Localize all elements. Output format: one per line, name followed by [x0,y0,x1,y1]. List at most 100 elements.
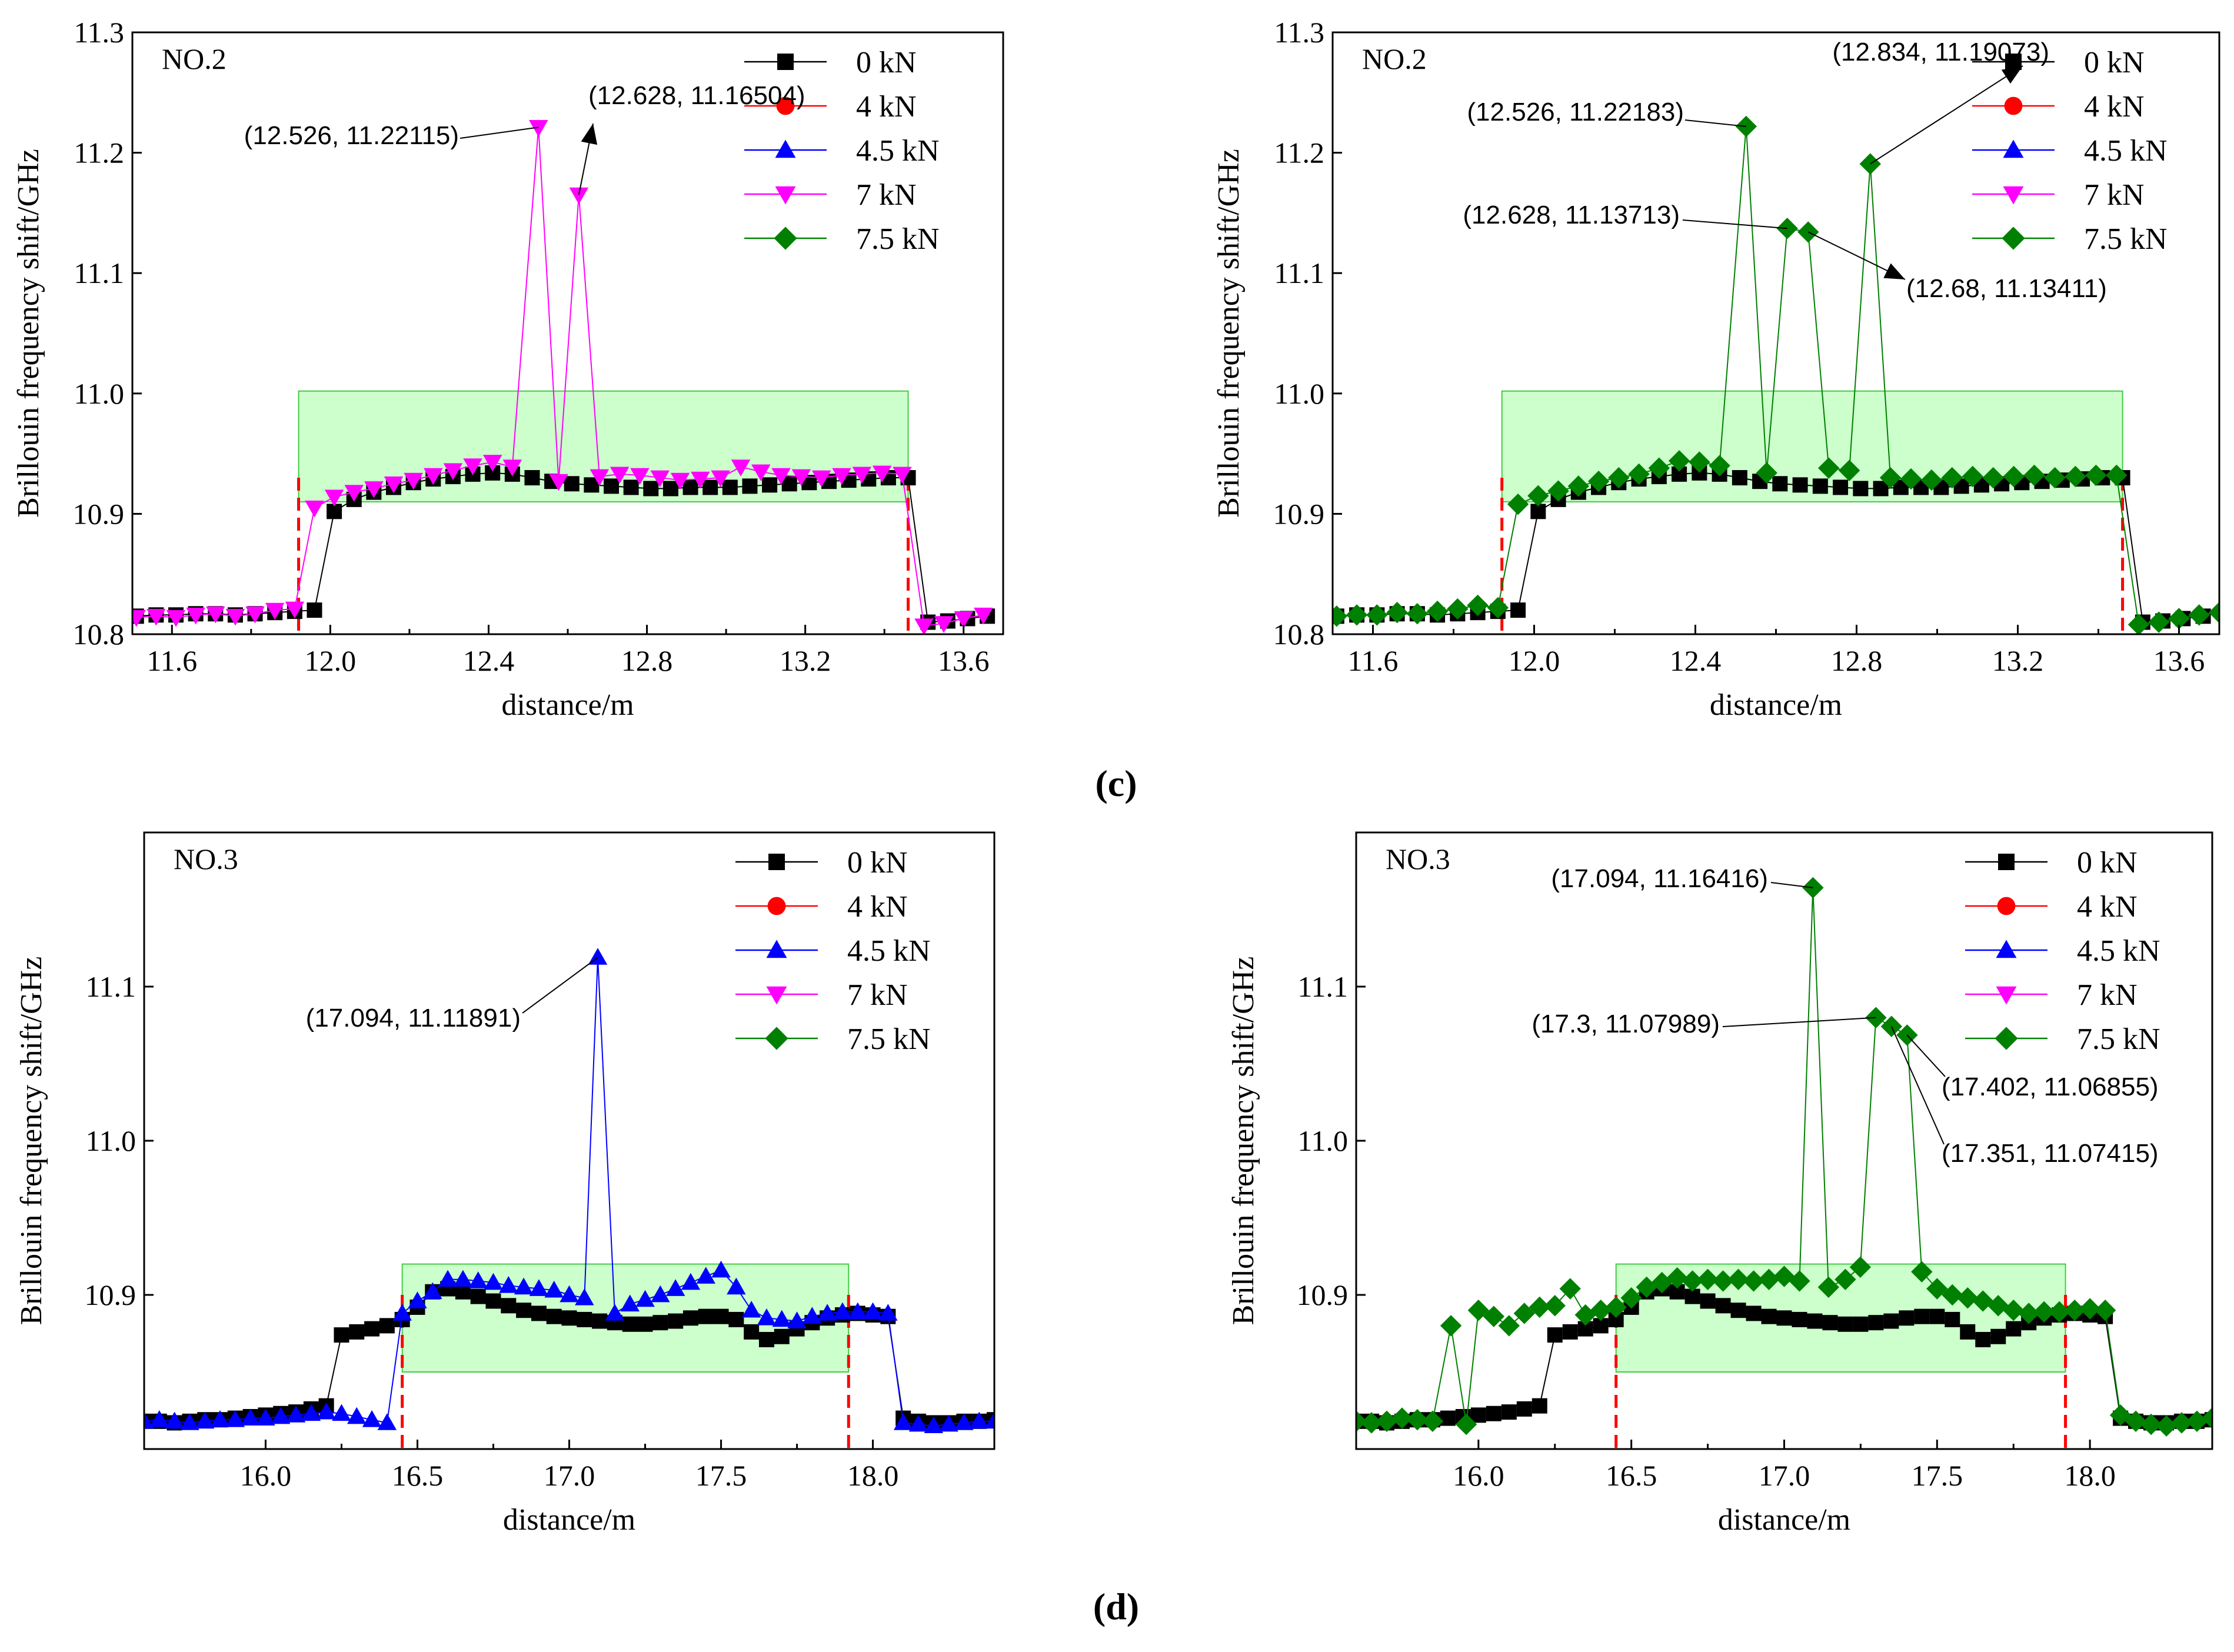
data-point [1807,1313,1823,1329]
legend-label: 7 kN [847,978,908,1012]
data-point [485,1293,501,1309]
data-point [872,465,892,483]
data-point [1833,479,1849,495]
y-tick-label: 11.0 [1274,377,1324,410]
data-point [1792,477,1808,493]
annotation-label: (17.094, 11.16416) [1551,864,1768,893]
annotation: (12.526, 11.22183) [1467,98,1746,127]
data-point [307,602,322,618]
data-point [2006,1321,2022,1337]
data-point [1567,475,1590,497]
panel-label: NO.3 [174,842,238,875]
legend-entry: 4 kN [1972,90,2145,124]
y-tick-label: 11.1 [85,970,136,1003]
data-point [1455,1413,1477,1435]
data-point [524,470,540,486]
data-point [463,458,482,475]
data-point [528,119,548,137]
legend-entry: 0 kN [744,46,917,79]
legend-label: 4 kN [856,90,917,124]
arrow-head [581,124,598,145]
data-point [893,467,912,484]
annotation-label: (17.351, 11.07415) [1942,1139,2159,1168]
data-point [256,1408,275,1425]
data-point [1529,1296,1550,1318]
data-point [286,1405,306,1423]
data-point [969,1411,989,1429]
legend-entry: 7.5 kN [735,1022,931,1056]
data-point [502,459,522,477]
data-point [914,618,934,634]
data-point [482,455,502,472]
data-point [1360,1412,1383,1434]
data-point [852,467,872,484]
data-point [908,1414,928,1432]
legend-label: 7 kN [2084,178,2145,212]
data-point [1746,1305,1762,1321]
x-tick-label: 16.0 [1453,1459,1504,1492]
data-point [637,1316,653,1332]
chart-panel-2: 11.6 12.0 12.4 12.8 13.2 13.6 10.8 10.9 11.0 11.1… [1212,16,2220,722]
data-point [1516,1401,1532,1417]
data-point [1587,470,1610,492]
y-tick-label: 11.3 [74,16,124,49]
data-point [635,1290,655,1307]
y-tick-label: 11.0 [85,1124,136,1157]
legend-marker [2004,96,2023,115]
data-point [772,1310,791,1327]
data-point [744,1324,760,1340]
data-point [691,471,710,489]
legend-label: 4.5 kN [856,134,940,168]
y-tick-label: 10.8 [73,618,125,651]
y-axis-label: Brillouin frequency shift/GHz [1227,957,1260,1325]
data-point [301,1404,321,1421]
data-point [934,616,954,633]
annotation: (17.094, 11.11891) [306,957,598,1032]
legend-marker [775,186,796,205]
data-point [1486,1405,1501,1421]
data-point [1527,485,1549,507]
data-point [379,1318,395,1334]
data-point [954,611,973,628]
x-tick-label: 17.0 [1759,1459,1810,1492]
x-tick-label: 18.0 [847,1459,899,1492]
x-tick-label: 17.0 [544,1459,595,1492]
data-point [696,1267,715,1284]
data-point [1817,1276,1840,1298]
data-point [1620,1287,1642,1309]
data-point [484,1273,503,1290]
data-point [1792,1311,1807,1327]
data-point [1900,468,1922,490]
data-point [271,1407,291,1424]
data-point [698,1308,714,1324]
data-point [1513,1303,1536,1324]
x-tick-label: 12.8 [621,644,673,677]
data-point [2125,1410,2147,1433]
annotation-label: (12.628, 11.16504) [588,81,805,110]
data-point [774,1328,790,1344]
x-tick-label: 16.5 [392,1459,444,1492]
data-point [1990,1328,2006,1344]
data-point [404,472,423,490]
x-tick-label: 12.8 [1831,644,1883,677]
legend-marker [1997,897,2016,915]
legend-entry: 0 kN [1965,846,2138,880]
chart-panel-1: 11.6 12.0 12.4 12.8 13.2 13.6 10.8 10.9 11.0 11.1… [12,16,1004,722]
data-point [1562,1324,1578,1340]
legend-marker [767,897,786,915]
data-point [2168,608,2190,630]
y-tick-label: 10.9 [1297,1278,1349,1311]
x-tick-label: 13.6 [2153,644,2205,677]
series-group [132,119,996,634]
x-tick-label: 12.4 [1670,644,1722,677]
legend-marker [774,227,797,250]
data-point [604,478,619,494]
data-point [364,481,384,498]
data-point [2065,465,2086,488]
annotation-leader [1722,1017,1876,1027]
data-point [501,1298,517,1314]
data-point [546,1308,562,1324]
data-point [1487,597,1509,619]
legend-marker [766,986,787,1005]
legend-label: 4.5 kN [2077,934,2160,968]
